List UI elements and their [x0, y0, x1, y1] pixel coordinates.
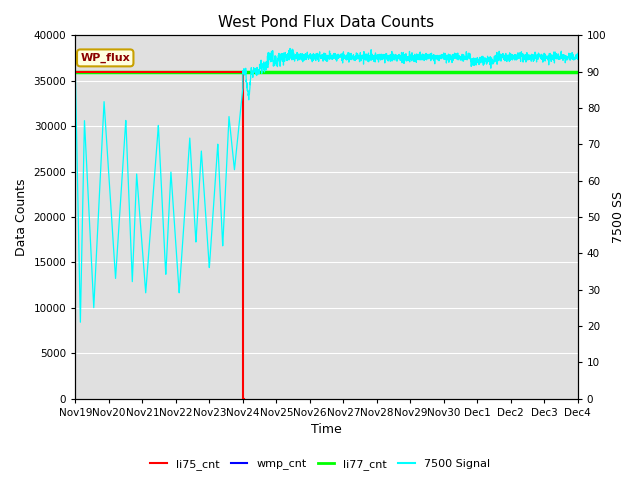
Y-axis label: 7500 SS: 7500 SS: [612, 191, 625, 243]
Legend: li75_cnt, wmp_cnt, li77_cnt, 7500 Signal: li75_cnt, wmp_cnt, li77_cnt, 7500 Signal: [146, 455, 494, 474]
X-axis label: Time: Time: [311, 423, 342, 436]
Text: WP_flux: WP_flux: [81, 53, 130, 63]
Title: West Pond Flux Data Counts: West Pond Flux Data Counts: [218, 15, 435, 30]
Y-axis label: Data Counts: Data Counts: [15, 178, 28, 256]
